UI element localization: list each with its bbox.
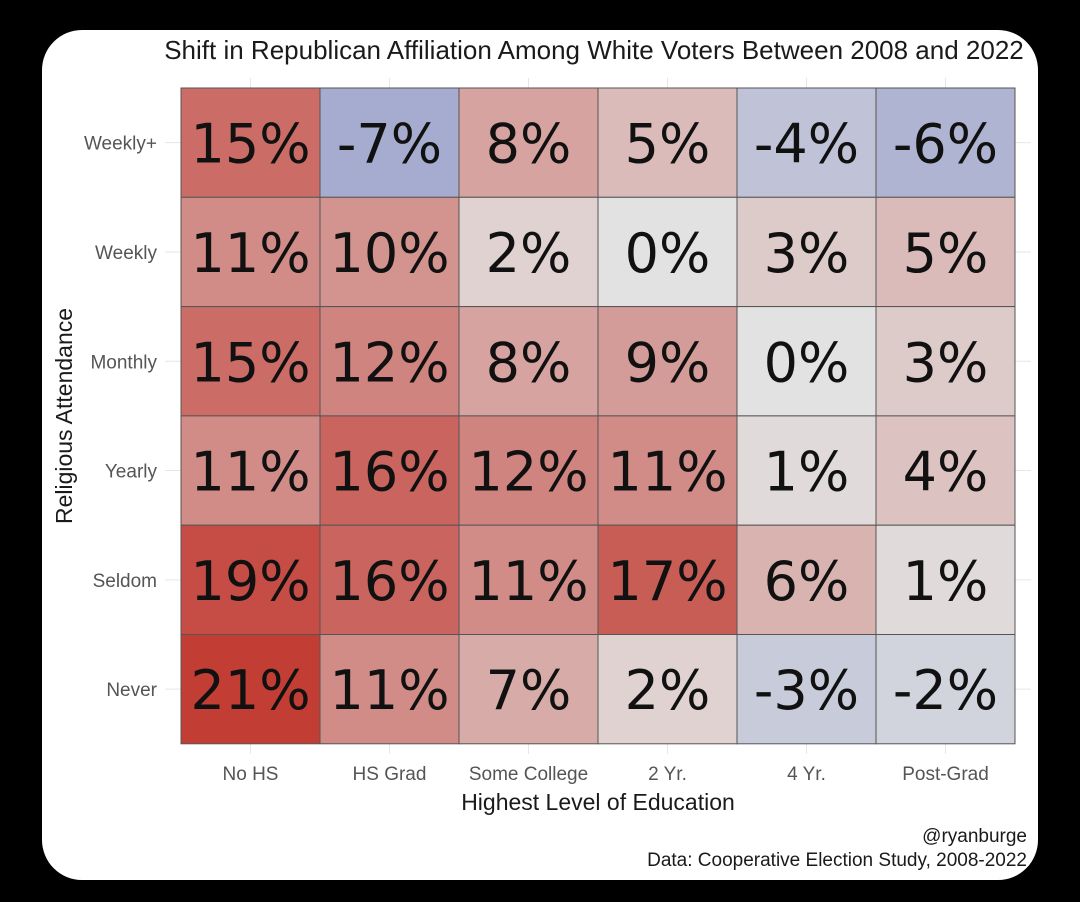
x-tick-label: 2 Yr. <box>648 764 687 785</box>
heatmap-cell <box>319 415 460 526</box>
cell-value-label: 11% <box>190 441 310 504</box>
cell-value-label: 10% <box>329 222 449 285</box>
cell-value-label: 2% <box>625 659 711 722</box>
heatmap-cell <box>736 87 877 198</box>
cell-value-label: 1% <box>764 441 850 504</box>
heatmap-cell <box>736 415 877 526</box>
y-tick-label: Weekly+ <box>84 134 157 155</box>
x-axis-title: Highest Level of Education <box>461 789 735 815</box>
author-caption: @ryanburge <box>922 826 1027 847</box>
y-tick-label: Seldom <box>93 571 157 592</box>
cell-value-label: -6% <box>893 113 998 176</box>
heatmap-cell <box>458 634 599 745</box>
heatmap-cell <box>458 196 599 308</box>
x-tick-label: 4 Yr. <box>787 764 826 785</box>
heatmap-cell <box>458 524 599 636</box>
cell-value-label: 0% <box>625 222 711 285</box>
heatmap-cell <box>319 524 460 636</box>
cell-value-label: 6% <box>764 550 850 613</box>
heatmap-cell <box>736 524 877 636</box>
cell-value-label: 11% <box>468 550 588 613</box>
heatmap-cell <box>597 87 738 198</box>
heatmap-cell <box>736 196 877 308</box>
y-tick-label: Weekly <box>95 243 157 264</box>
cell-value-label: 12% <box>329 331 449 394</box>
heatmap-cell <box>180 196 321 308</box>
heatmap-cell <box>736 306 877 417</box>
cell-value-label: 0% <box>764 331 850 394</box>
heatmap-cell <box>180 87 321 198</box>
heatmap-cell <box>180 415 321 526</box>
heatmap-cell <box>458 415 599 526</box>
cell-value-label: 1% <box>903 550 989 613</box>
heatmap-cell <box>597 196 738 308</box>
cell-value-label: -4% <box>754 113 859 176</box>
heatmap-cell <box>875 415 1016 526</box>
heatmap-cells <box>180 87 1016 745</box>
cell-value-label: -2% <box>893 659 998 722</box>
cell-value-label: 11% <box>190 222 310 285</box>
heatmap-cell <box>458 306 599 417</box>
y-tick-label: Yearly <box>105 462 158 483</box>
cell-value-label: -7% <box>337 113 442 176</box>
cell-value-label: 3% <box>903 331 989 394</box>
cell-value-label: 21% <box>190 659 310 722</box>
heatmap-cell <box>875 524 1016 636</box>
y-tick-label: Monthly <box>90 352 157 373</box>
x-tick-label: Some College <box>469 764 588 785</box>
cell-value-label: 8% <box>486 113 572 176</box>
heatmap-cell <box>875 634 1016 745</box>
cell-labels: 15% -7% 8% 5% -4% -6% 11% 10% 2% 0% 3% 5% 15% 12% 8% 9%… <box>190 113 998 723</box>
cell-value-label: 7% <box>486 659 572 722</box>
cell-value-label: 19% <box>190 550 310 613</box>
heatmap-cell <box>597 524 738 636</box>
y-tick-labels: Weekly+ Weekly Monthly Yearly Seldom Never <box>84 134 158 702</box>
x-tick-label: HS Grad <box>353 764 427 785</box>
heatmap-cell <box>875 196 1016 308</box>
heatmap-cell <box>736 634 877 745</box>
heatmap-cell <box>180 306 321 417</box>
heatmap-cell <box>319 634 460 745</box>
x-tick-label: Post-Grad <box>902 764 989 785</box>
cell-value-label: 15% <box>190 113 310 176</box>
cell-value-label: 15% <box>190 331 310 394</box>
y-axis-title: Religious Attendance <box>51 308 77 524</box>
cell-value-label: 16% <box>329 441 449 504</box>
cell-value-label: 16% <box>329 550 449 613</box>
cell-value-label: 5% <box>625 113 711 176</box>
chart-title: Shift in Republican Affiliation Among Wh… <box>164 35 1024 65</box>
heatmap-cell <box>875 87 1016 198</box>
cell-value-label: 3% <box>764 222 850 285</box>
cell-value-label: 8% <box>486 331 572 394</box>
heatmap-cell <box>875 306 1016 417</box>
cell-value-label: 5% <box>903 222 989 285</box>
heatmap-cell <box>458 87 599 198</box>
heatmap-cell <box>319 306 460 417</box>
x-tick-label: No HS <box>223 764 279 785</box>
cell-value-label: 17% <box>607 550 727 613</box>
cell-value-label: 11% <box>329 659 449 722</box>
cell-value-label: -3% <box>754 659 859 722</box>
cell-value-label: 4% <box>903 441 989 504</box>
heatmap-cell <box>319 196 460 308</box>
cell-value-label: 11% <box>607 441 727 504</box>
cell-value-label: 2% <box>486 222 572 285</box>
cell-value-label: 9% <box>625 331 711 394</box>
cell-value-label: 12% <box>468 441 588 504</box>
x-tick-labels: No HS HS Grad Some College 2 Yr. 4 Yr. Post-G… <box>223 764 989 785</box>
y-tick-label: Never <box>106 680 157 701</box>
source-caption: Data: Cooperative Election Study, 2008-2… <box>647 850 1027 871</box>
